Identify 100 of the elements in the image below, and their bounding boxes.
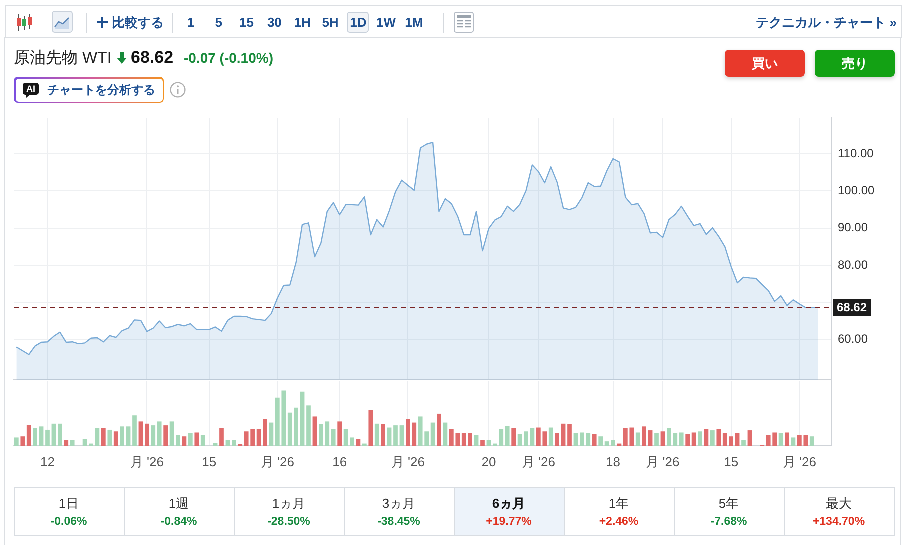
bar (524, 432, 528, 446)
bar (176, 436, 180, 446)
bar (698, 432, 702, 446)
bar (344, 429, 348, 446)
y-tick-label: 110.00 (838, 146, 874, 160)
bar (555, 433, 560, 446)
bar (400, 426, 404, 446)
bar (145, 424, 150, 446)
x-tick-label: 16 (332, 454, 348, 470)
bar (58, 424, 62, 446)
bar (26, 425, 32, 446)
y-tick-label: 80.00 (838, 258, 868, 272)
y-tick-label: 90.00 (838, 220, 868, 235)
bar (679, 432, 684, 446)
bar (70, 440, 75, 446)
text: 売り (842, 56, 868, 72)
text: AI (26, 84, 36, 94)
bar (52, 424, 56, 446)
text: チャートを分析する (48, 83, 156, 97)
x-tick-label: 20 (482, 454, 496, 470)
text: 1 5 15 30 1H 5H 1D 1W 1M (187, 14, 424, 30)
bar (748, 430, 752, 446)
bar (810, 436, 814, 446)
bar (387, 428, 392, 446)
bar (132, 416, 137, 446)
bar (200, 436, 206, 446)
bar (512, 428, 516, 446)
bar (263, 419, 268, 446)
category-label: 最大 (826, 496, 852, 512)
x-tick-label: 月 '26 (260, 454, 294, 470)
bar (568, 424, 572, 446)
x-tick-label: 月 '26 (646, 454, 680, 470)
bar (14, 438, 19, 446)
bar (120, 426, 124, 446)
bar (735, 433, 740, 446)
text: -0.07 (-0.10%) (184, 50, 274, 67)
data-label: -28.50% (268, 514, 310, 528)
bar (742, 440, 746, 446)
category-label: 5年 (718, 496, 740, 512)
bar (188, 433, 193, 446)
bar (548, 428, 554, 446)
text: テクニカル・チャート » (756, 14, 897, 30)
bar (785, 432, 790, 446)
bar (394, 426, 398, 446)
data-label: -0.84% (160, 514, 198, 528)
data-label: +2.46% (599, 514, 639, 528)
category-label: 6ヵ月 (492, 496, 526, 512)
bar (381, 424, 386, 446)
y-tick-label: 100.00 (838, 184, 876, 198)
bar (82, 439, 88, 446)
data-label: +134.70% (812, 514, 866, 528)
data-label: -7.68% (710, 514, 748, 528)
bar (443, 422, 448, 446)
bar (108, 430, 112, 446)
bar (182, 436, 187, 446)
chart-title: 原油先物 WTI (14, 48, 112, 68)
bar (530, 428, 535, 446)
bar (300, 392, 305, 446)
bar (102, 428, 106, 446)
bar (114, 432, 118, 446)
bar (138, 422, 144, 446)
bar (692, 432, 696, 446)
data-label: -38.45% (378, 514, 420, 528)
bar (505, 426, 510, 446)
x-tick-label: 18 (606, 454, 620, 470)
bar (20, 436, 26, 446)
bar (654, 433, 659, 446)
x-tick-label: 15 (724, 454, 739, 470)
bar (778, 433, 784, 446)
bar (64, 440, 69, 446)
x-tick-label: 月 '26 (522, 454, 556, 470)
bar (642, 426, 646, 446)
bar (518, 434, 522, 446)
bar (33, 428, 38, 446)
bar (331, 429, 336, 446)
text: 68.62 (131, 48, 174, 68)
text: 比較する (112, 14, 164, 30)
bar (374, 424, 380, 446)
x-tick-label: 月 '26 (391, 454, 425, 470)
bar (480, 440, 485, 446)
bar (213, 443, 218, 446)
bar (710, 430, 715, 446)
bar (232, 440, 236, 446)
bar (686, 434, 690, 446)
category-label: 1年 (608, 496, 630, 512)
bar (151, 426, 156, 446)
bar (226, 440, 230, 446)
bar (356, 439, 361, 446)
bar (157, 422, 162, 446)
bar (46, 430, 50, 446)
data-label: -0.06% (50, 514, 88, 528)
bar (269, 422, 274, 446)
bar (126, 426, 131, 446)
bar (648, 430, 653, 446)
bar (474, 436, 479, 446)
bar (604, 442, 610, 446)
bar (791, 438, 796, 446)
text: 買い (752, 56, 778, 72)
bar (430, 422, 436, 446)
bar (338, 422, 342, 446)
